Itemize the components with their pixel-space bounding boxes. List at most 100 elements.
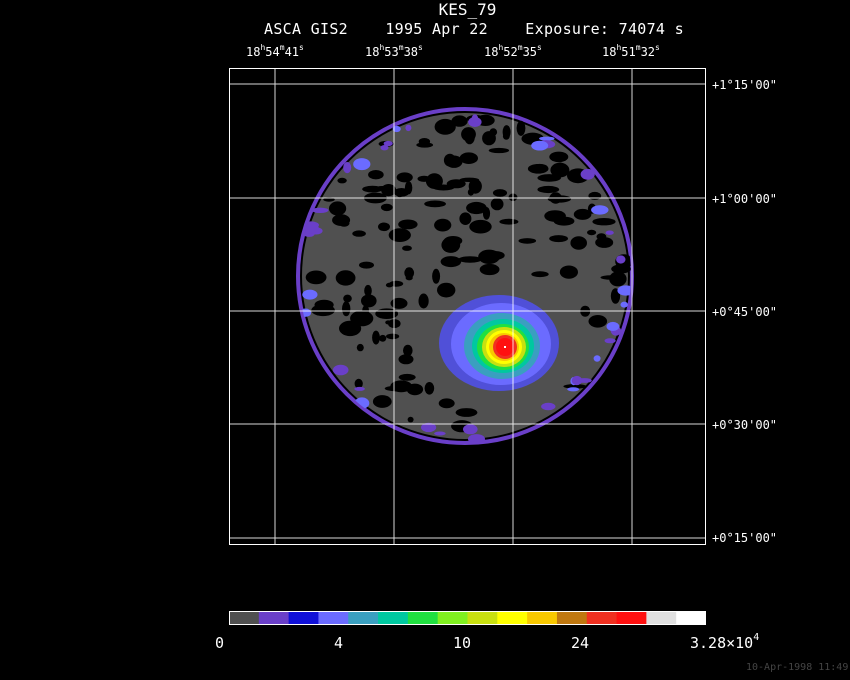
low-count-patch	[461, 127, 476, 142]
source-emission	[439, 295, 559, 391]
low-count-patch	[588, 315, 608, 328]
timestamp: 10-Apr-1998 11:49	[746, 662, 849, 673]
low-count-patch	[553, 216, 575, 226]
edge-fringe-patch	[604, 338, 616, 344]
low-count-patch	[432, 268, 441, 284]
low-count-patch	[459, 212, 472, 225]
low-count-patch	[518, 238, 537, 244]
edge-fringe-patch	[353, 158, 371, 171]
edge-fringe-patch	[606, 321, 620, 331]
low-count-patch	[359, 261, 374, 269]
low-count-patch	[398, 219, 418, 230]
edge-fringe-patch	[392, 125, 401, 133]
low-count-patch	[418, 138, 431, 145]
low-count-patch	[492, 189, 508, 197]
colorbar-cell	[676, 611, 706, 625]
low-count-patch	[437, 282, 456, 298]
colorbar-cell	[348, 611, 379, 625]
low-count-patch	[424, 382, 435, 395]
dec-tick-label: +0°30'00"	[712, 418, 778, 432]
dec-tick-label: +1°00'00"	[712, 192, 778, 206]
low-count-patch	[311, 304, 335, 317]
low-count-patch	[385, 320, 392, 325]
colorbar-label: 24	[571, 634, 590, 652]
colorbar-cell	[646, 611, 677, 625]
low-count-patch	[434, 218, 452, 232]
low-count-patch	[570, 236, 587, 250]
low-count-patch	[402, 245, 412, 251]
colorbar-cell	[616, 611, 647, 625]
low-count-patch	[386, 333, 400, 340]
edge-fringe-patch	[580, 168, 595, 180]
edge-fringe-patch	[311, 207, 329, 213]
low-count-patch	[372, 330, 380, 345]
low-count-patch	[563, 384, 587, 389]
plot-frame	[229, 68, 706, 545]
low-count-patch	[537, 185, 560, 194]
low-count-patch	[468, 178, 482, 194]
low-count-patch	[388, 228, 411, 243]
colorbar-cell	[407, 611, 439, 625]
low-count-patch	[375, 186, 390, 191]
low-count-patch	[375, 308, 399, 319]
xray-image-plot	[229, 68, 706, 545]
low-count-patch	[372, 395, 392, 408]
low-count-patch	[343, 294, 352, 303]
low-count-patch	[486, 251, 505, 260]
low-count-patch	[490, 197, 504, 211]
low-count-patch	[595, 237, 614, 248]
low-count-patch	[455, 408, 478, 417]
low-count-patch	[451, 115, 468, 127]
low-count-patch	[418, 293, 429, 309]
low-count-patch	[396, 191, 404, 198]
low-count-patch	[559, 265, 578, 279]
low-count-patch	[466, 201, 487, 215]
low-count-patch	[352, 230, 366, 237]
edge-fringe-patch	[567, 387, 580, 392]
edge-fringe-patch	[541, 402, 556, 411]
edge-fringe-patch	[605, 230, 614, 235]
low-count-regions	[299, 114, 631, 442]
low-count-patch	[499, 218, 519, 225]
low-count-patch	[368, 170, 384, 180]
dec-tick-label: +0°15'00"	[712, 531, 778, 545]
low-count-patch	[573, 208, 592, 220]
ra-tick-label: 18h51m32s	[602, 43, 660, 59]
low-count-patch	[390, 297, 408, 309]
edge-fringe-patch	[571, 375, 583, 386]
low-count-patch	[469, 219, 492, 234]
low-count-patch	[600, 275, 623, 280]
peak-pixel	[504, 346, 506, 348]
low-count-patch	[588, 191, 602, 200]
low-count-patch	[537, 174, 561, 182]
low-count-patch	[488, 147, 510, 154]
colorbar-cell	[229, 611, 260, 625]
colorbar-label: 10	[453, 634, 472, 652]
low-count-patch	[531, 163, 548, 171]
edge-fringe-patch	[343, 162, 352, 174]
low-count-patch	[356, 343, 364, 352]
low-count-patch	[489, 128, 498, 136]
colorbar-cell	[467, 611, 498, 625]
low-count-patch	[555, 162, 566, 174]
low-count-patch	[458, 256, 482, 263]
colorbar-label: 4	[334, 634, 344, 652]
colorbar-max-label: 3.28×104	[690, 632, 760, 652]
coordinate-grid	[229, 68, 706, 545]
low-count-patch	[438, 398, 455, 409]
low-count-patch	[459, 152, 478, 164]
colorbar-cell	[527, 611, 558, 625]
edge-fringe-patch	[302, 289, 318, 300]
ra-tick-label: 18h53m38s	[365, 43, 423, 59]
exposure-value: 74074 s	[618, 20, 684, 38]
low-count-patch	[592, 218, 616, 226]
low-count-patch	[361, 294, 377, 308]
low-count-patch	[398, 373, 416, 381]
low-count-patch	[432, 184, 455, 191]
low-count-patch	[329, 201, 347, 216]
colorbar	[229, 611, 706, 625]
colorbar-cell	[318, 611, 349, 625]
low-count-patch	[342, 301, 351, 317]
low-count-patch	[332, 214, 351, 226]
instrument-label: ASCA GIS2	[264, 20, 348, 38]
